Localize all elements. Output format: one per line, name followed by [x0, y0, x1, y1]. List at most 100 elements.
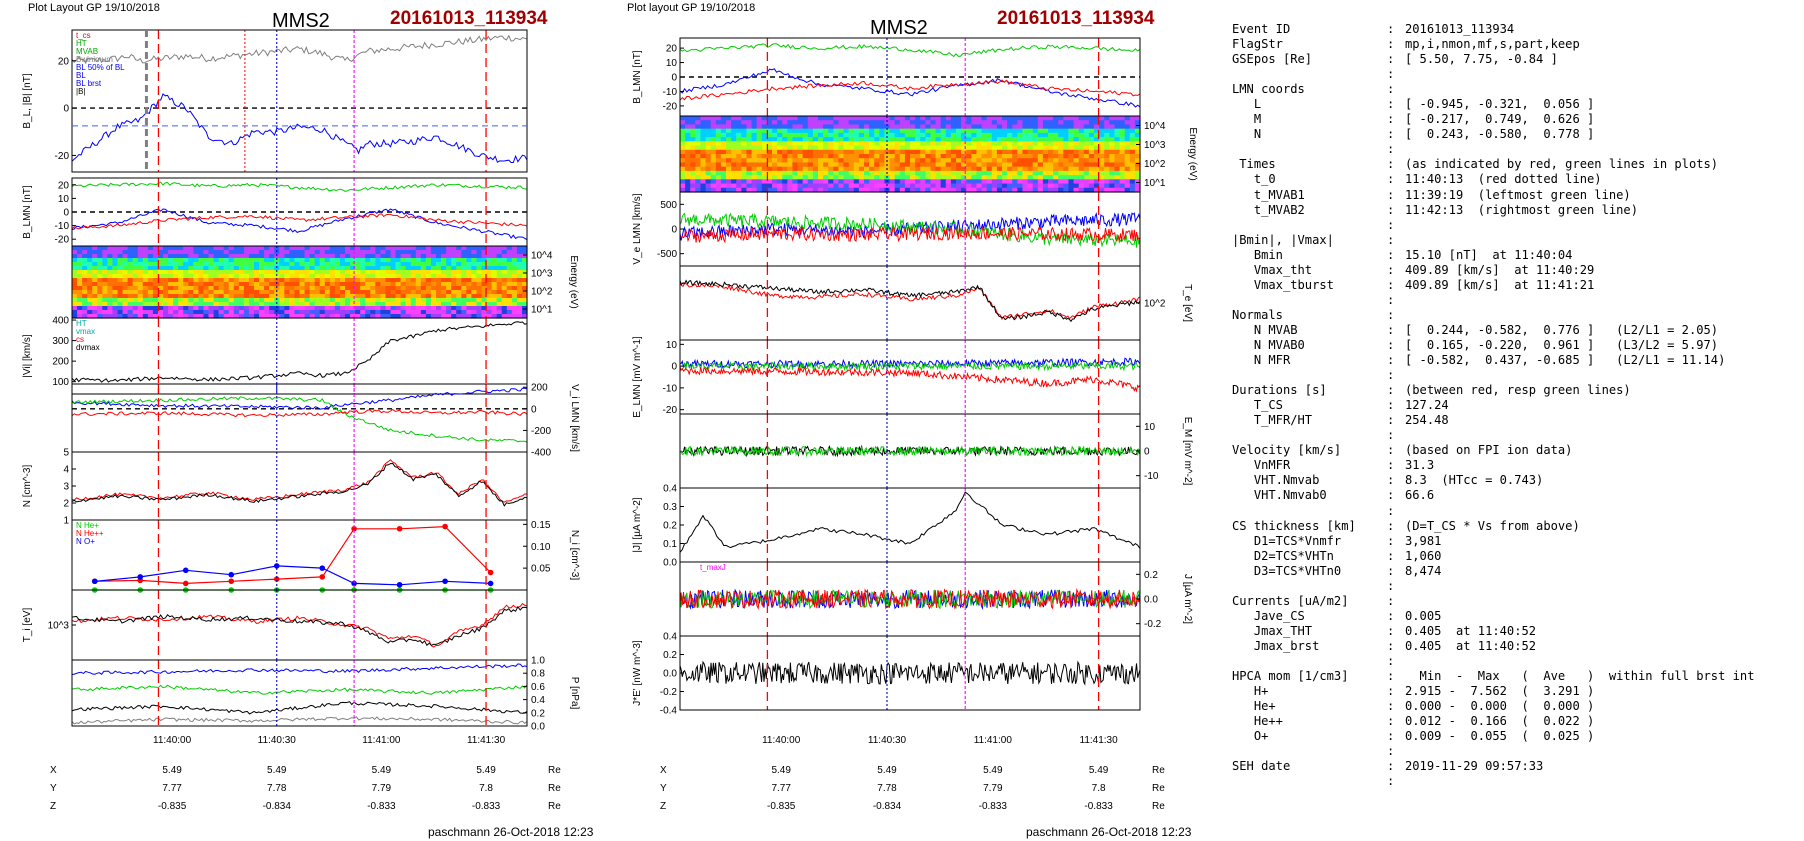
spectrogram-cell: [720, 120, 727, 126]
spectrogram-cell: [797, 116, 804, 121]
spectrogram-cell: [935, 187, 942, 193]
spectrogram-cell: [72, 306, 78, 311]
spectrogram-cell: [471, 310, 478, 315]
spectrogram-cell: [355, 314, 361, 319]
spectrogram-cell: [976, 141, 983, 147]
spectrogram-cell: [1073, 170, 1080, 176]
spectrogram-cell: [213, 278, 220, 283]
y-tick-label: 10^2: [1144, 299, 1166, 310]
spectrogram-cell: [1114, 128, 1121, 134]
spectrogram-cell: [274, 306, 280, 311]
spectrogram-cell: [501, 254, 508, 259]
spectrogram-cell: [476, 266, 483, 271]
spectrogram-cell: [690, 149, 696, 155]
spectrogram-cell: [766, 183, 773, 189]
spectrogram-cell: [899, 132, 906, 138]
summary-separator: :: [1387, 759, 1395, 774]
spectrogram-cell: [82, 282, 88, 287]
y-tick-label: 0.0: [663, 558, 677, 569]
spectrogram-cell: [481, 314, 488, 319]
spectrogram-cell: [869, 141, 875, 147]
summary-row: Jave_CS:0.005: [1232, 609, 1802, 624]
spectrogram-cell: [1012, 132, 1018, 138]
spectrogram-cell: [971, 149, 978, 155]
spectrogram-cell: [751, 132, 758, 138]
spectrogram-cell: [269, 310, 275, 315]
summary-row: O+:0.009 - 0.055 ( 0.025 ): [1232, 729, 1802, 744]
spectrogram-cell: [736, 137, 742, 142]
spectrogram-cell: [360, 262, 366, 267]
spectrogram-cell: [228, 286, 235, 291]
spectrogram-cell: [259, 314, 265, 319]
spectrogram-cell: [1099, 141, 1105, 147]
spectrogram-cell: [1078, 175, 1085, 180]
spectrogram-cell: [334, 306, 341, 311]
spectrogram-cell: [1099, 183, 1105, 189]
spectrogram-cell: [864, 162, 870, 168]
spectrogram-cell: [390, 250, 397, 255]
spectrogram-cell: [425, 270, 432, 275]
spectrogram-cell: [695, 170, 702, 176]
spectrogram-cell: [491, 282, 498, 287]
spectrogram-cell: [243, 250, 250, 255]
spectrogram-cell: [516, 274, 523, 279]
spectrogram-cell: [87, 254, 93, 259]
position-value: 7.77: [162, 783, 182, 794]
spectrogram-cell: [264, 254, 270, 259]
spectrogram-cell: [173, 270, 179, 275]
spectrogram-cell: [874, 120, 880, 126]
summary-separator: :: [1387, 262, 1395, 277]
spectrogram-cell: [848, 132, 855, 138]
spectrogram-cell: [838, 120, 845, 126]
spectrogram-cell: [446, 262, 452, 267]
y-axis-label: E_LMN [mV m^-1]: [632, 336, 643, 418]
spectrogram-cell: [92, 286, 98, 291]
spectrogram-cell: [940, 137, 947, 142]
spectrogram-cell: [1109, 170, 1116, 176]
spectrogram-cell: [223, 262, 230, 267]
spectrogram-cell: [350, 246, 356, 251]
spectrogram-cell: [823, 170, 829, 176]
spectrogram-cell: [198, 274, 205, 279]
position-unit: Re: [1152, 783, 1165, 794]
y-tick-label: 20: [58, 180, 70, 191]
spectrogram-cell: [802, 158, 809, 164]
spectrogram-cell: [122, 310, 129, 315]
spectrogram-cell: [1094, 120, 1100, 126]
spectrogram-cell: [360, 274, 366, 279]
spectrogram-cell: [976, 162, 983, 168]
spectrogram-cell: [294, 246, 301, 251]
spectrogram-cell: [976, 128, 983, 134]
spectrogram-cell: [289, 314, 296, 319]
spectrogram-cell: [446, 282, 452, 287]
spectrogram-cell: [996, 116, 1003, 121]
spectrogram-cell: [1053, 154, 1059, 159]
left-spacecraft-title: MMS2: [272, 10, 330, 32]
spectrogram-cell: [1124, 141, 1131, 147]
spectrogram-cell: [930, 162, 937, 168]
spectrogram-cell: [1053, 132, 1059, 138]
spectrogram-cell: [956, 128, 962, 134]
spectrogram-cell: [904, 162, 911, 168]
spectrogram-cell: [700, 158, 707, 164]
spectrogram-cell: [355, 286, 361, 291]
spectrogram-cell: [345, 290, 351, 295]
spectrogram-cell: [370, 314, 376, 319]
spectrogram-cell: [238, 274, 245, 279]
spectrogram-cell: [163, 254, 169, 259]
y-tick-label: 400: [52, 316, 69, 327]
y-tick-label: 0: [63, 208, 69, 219]
spectrogram-cell: [746, 149, 753, 155]
spectrogram-cell: [782, 162, 788, 168]
spectrogram-cell: [521, 286, 528, 291]
spectrogram-cell: [731, 145, 737, 151]
summary-row: Jmax_THT:0.405 at 11:40:52: [1232, 624, 1802, 639]
spectrogram-cell: [430, 274, 437, 279]
spectrogram-cell: [294, 258, 301, 263]
spectrogram-cell: [920, 175, 926, 180]
spectrogram-cell: [355, 266, 361, 271]
spectrogram-cell: [400, 286, 407, 291]
spectrogram-cell: [731, 141, 737, 147]
spectrogram-cell: [238, 294, 245, 299]
spectrogram-cell: [77, 282, 83, 287]
